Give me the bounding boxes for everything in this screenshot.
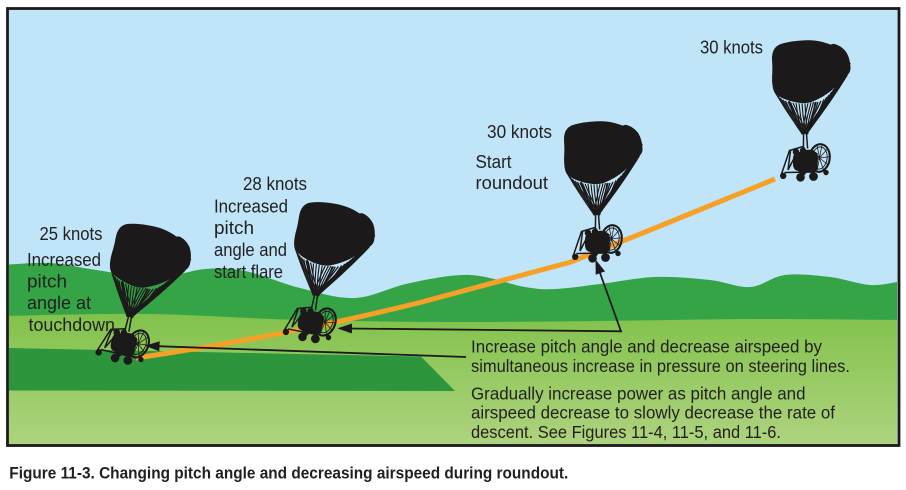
svg-text:roundout: roundout	[476, 173, 549, 193]
svg-text:pitch: pitch	[27, 272, 67, 292]
svg-text:30 knots: 30 knots	[700, 38, 763, 58]
svg-text:Increase pitch angle and decre: Increase pitch angle and decrease airspe…	[471, 336, 822, 356]
svg-text:Figure 11-3. Changing pitch an: Figure 11-3. Changing pitch angle and de…	[9, 463, 568, 482]
svg-text:Gradually increase power as pi: Gradually increase power as pitch angle …	[471, 383, 806, 403]
svg-text:angle at: angle at	[27, 293, 91, 313]
svg-text:pitch: pitch	[214, 218, 254, 238]
svg-text:descent. See Figures 11-4, 11-: descent. See Figures 11-4, 11-5, and 11-…	[471, 422, 781, 442]
svg-text:airspeed decrease to slowly de: airspeed decrease to slowly decrease the…	[471, 403, 835, 423]
svg-text:simultaneous increase in press: simultaneous increase in pressure on ste…	[471, 356, 850, 376]
svg-text:angle and: angle and	[214, 240, 287, 260]
svg-text:Start: Start	[476, 152, 512, 172]
svg-text:30 knots: 30 knots	[487, 122, 552, 142]
svg-text:Increased: Increased	[27, 250, 101, 270]
svg-text:28 knots: 28 knots	[243, 174, 307, 194]
svg-text:start flare: start flare	[214, 262, 283, 282]
svg-text:25 knots: 25 knots	[40, 224, 103, 244]
svg-text:Increased: Increased	[214, 196, 288, 216]
svg-text:touchdown: touchdown	[29, 315, 116, 335]
